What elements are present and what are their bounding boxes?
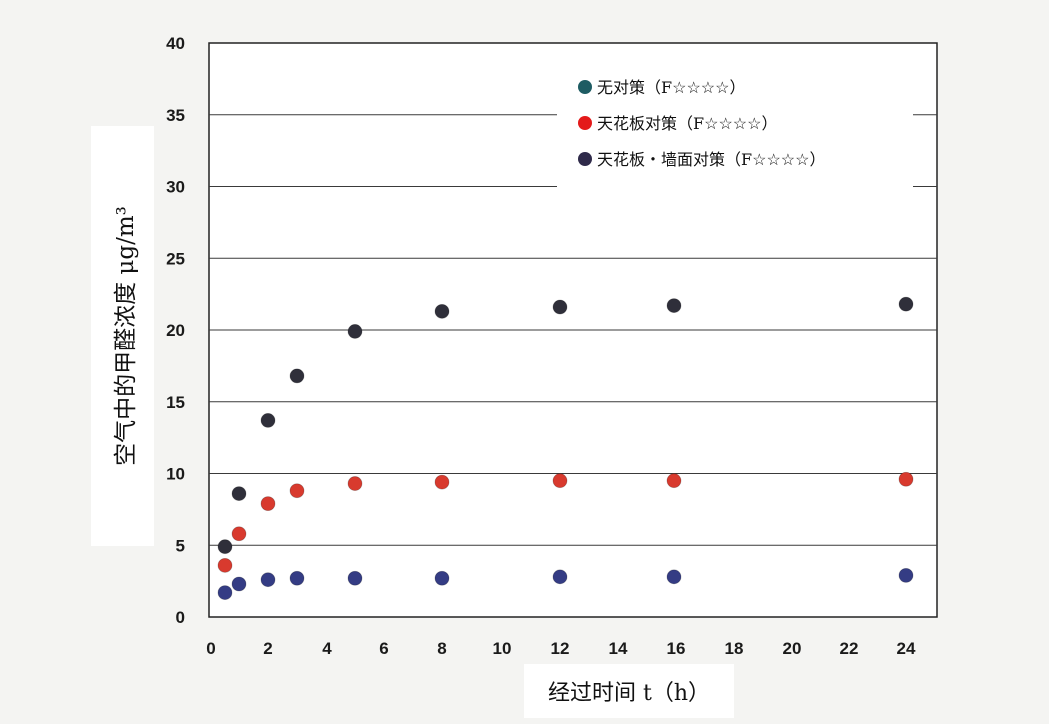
data-point-series-1 (217, 539, 233, 555)
data-point-series-3 (552, 569, 568, 585)
legend: 无对策（F☆☆☆☆） 天花板对策（F☆☆☆☆） 天花板・墙面对策（F☆☆☆☆） (557, 63, 913, 211)
data-point-series-3 (289, 570, 305, 586)
y-axis-ticks: 0 5 10 15 20 25 30 35 40 (166, 34, 185, 627)
y-tick-label: 5 (176, 536, 185, 555)
data-point-series-3 (434, 570, 450, 586)
x-tick-label: 16 (667, 639, 686, 658)
data-point-series-2 (552, 473, 568, 489)
x-tick-label: 0 (206, 639, 215, 658)
data-point-series-1 (260, 413, 276, 428)
data-point-series-1 (347, 324, 363, 339)
legend-marker (578, 80, 592, 94)
y-tick-label: 15 (166, 393, 185, 412)
y-tick-label: 0 (176, 608, 185, 627)
x-tick-label: 8 (437, 639, 446, 658)
legend-marker (578, 116, 592, 130)
legend-label: 无对策（F☆☆☆☆） (597, 78, 745, 97)
data-point-series-3 (231, 576, 247, 592)
x-axis-ticks: 0 2 4 6 8 10 12 14 16 18 20 22 24 (206, 639, 916, 658)
x-tick-label: 10 (493, 639, 512, 658)
x-tick-label: 18 (725, 639, 744, 658)
data-point-series-2 (217, 557, 233, 573)
y-tick-label: 40 (166, 34, 185, 53)
x-axis-label-box: 经过时间 t（h） (524, 664, 734, 718)
data-point-series-2 (898, 471, 914, 487)
data-point-series-2 (666, 473, 682, 489)
data-point-series-2 (260, 496, 276, 512)
x-tick-label: 6 (379, 639, 388, 658)
data-point-series-2 (289, 483, 305, 499)
legend-label: 天花板・墙面对策（F☆☆☆☆） (597, 150, 825, 169)
data-point-series-1 (552, 299, 568, 315)
x-tick-label: 4 (322, 639, 332, 658)
y-axis-label: 空气中的甲醛浓度 μg/m³ (112, 206, 139, 466)
data-point-series-1 (434, 303, 450, 319)
data-points (217, 296, 914, 601)
data-point-series-1 (666, 298, 682, 314)
y-tick-label: 25 (166, 249, 185, 268)
legend-label: 天花板对策（F☆☆☆☆） (597, 114, 777, 133)
y-tick-label: 30 (166, 178, 185, 197)
legend-box (557, 63, 913, 211)
x-tick-label: 20 (783, 639, 802, 658)
data-point-series-2 (231, 526, 247, 542)
x-axis-label: 经过时间 t（h） (547, 681, 710, 706)
data-point-series-3 (347, 570, 363, 586)
y-axis-label-box: 空气中的甲醛浓度 μg/m³ (91, 126, 154, 546)
data-point-series-3 (898, 567, 914, 583)
data-point-series-3 (260, 572, 276, 588)
data-point-series-3 (666, 569, 682, 585)
data-point-series-2 (347, 476, 363, 491)
x-tick-label: 24 (897, 639, 916, 658)
x-tick-label: 2 (263, 639, 272, 658)
data-point-series-2 (434, 474, 450, 490)
data-point-series-3 (217, 585, 233, 601)
y-tick-label: 20 (166, 321, 185, 340)
x-tick-label: 12 (551, 639, 570, 658)
data-point-series-1 (289, 368, 305, 384)
data-point-series-1 (898, 296, 914, 312)
y-tick-label: 10 (166, 465, 185, 484)
legend-marker (578, 152, 592, 166)
y-tick-label: 35 (166, 106, 185, 125)
data-point-series-1 (231, 486, 247, 501)
x-tick-label: 14 (609, 639, 628, 658)
x-tick-label: 22 (840, 639, 859, 658)
